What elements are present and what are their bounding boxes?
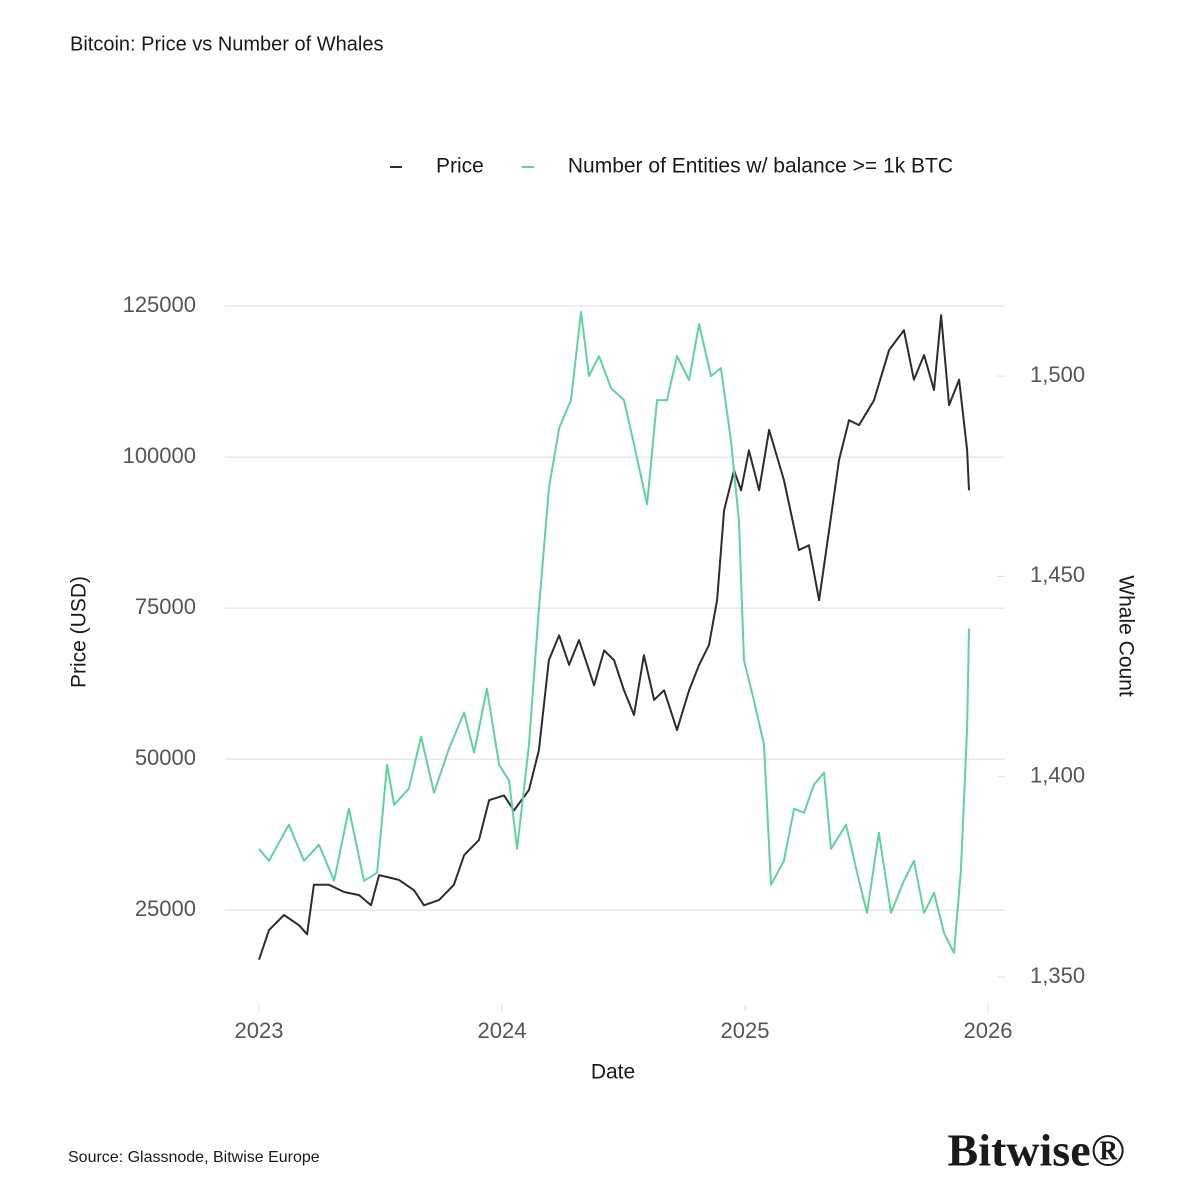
x-axis-label: Date [591,1061,635,1084]
x-tick-label: 2025 [721,1018,770,1043]
y2-tick-label: 1,500 [1030,362,1085,387]
y2-axis-label: Whale Count [1114,575,1137,697]
y-tick-label: 75000 [135,594,196,619]
series-line [258,311,970,954]
legend-label: Number of Entities w/ balance >= 1k BTC [568,155,953,178]
y-tick-label: 100000 [123,443,196,468]
brand-logo: Bitwise® [948,1125,1125,1176]
chart-title: Bitcoin: Price vs Number of Whales [70,33,383,55]
y-tick-label: 25000 [135,896,196,921]
series-line [258,314,970,961]
x-tick-label: 2023 [235,1018,284,1043]
y2-tick-label: 1,400 [1030,762,1085,787]
y-axis-label: Price (USD) [68,576,91,688]
y-tick-label: 50000 [135,745,196,770]
x-tick-label: 2026 [964,1018,1013,1043]
y2-tick-label: 1,350 [1030,963,1085,988]
y2-tick-label: 1,450 [1030,562,1085,587]
source: Source: Glassnode, Bitwise Europe [68,1149,320,1166]
x-tick-label: 2024 [478,1018,527,1043]
y-tick-label: 125000 [123,292,196,317]
legend-label: Price [436,155,484,178]
